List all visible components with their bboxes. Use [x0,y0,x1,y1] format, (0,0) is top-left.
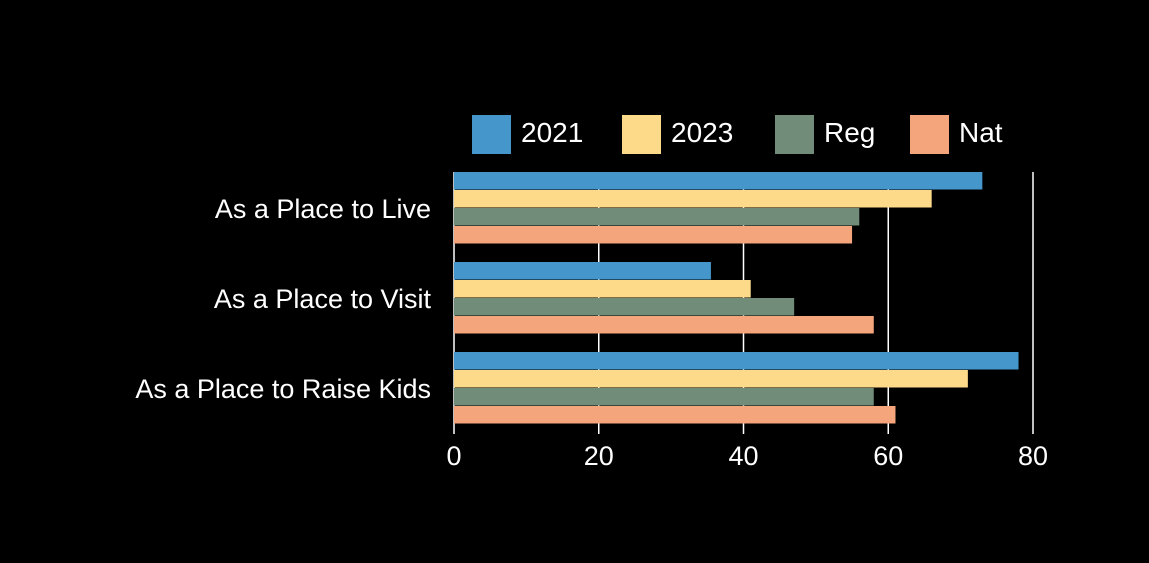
bar-Reg-1 [454,208,860,226]
legend-label: Nat [959,117,1003,148]
category-labels: As a Place to Live As a Place to Visit As … [135,194,431,404]
x-tick-label: 20 [584,441,614,471]
category-label: As a Place to Raise Kids [135,374,431,404]
bars [454,172,1019,424]
legend-swatch-2023 [622,115,661,154]
legend-swatch-Nat [910,115,949,154]
category-label: As a Place to Visit [214,284,432,314]
bar-Reg-2 [454,298,795,316]
legend-swatch-Reg [775,115,814,154]
bar-2021-1 [454,172,983,190]
bar-2023-3 [454,370,968,388]
legend-label: 2023 [671,117,733,148]
bar-Nat-2 [454,316,874,334]
legend: 2021 2023 Reg Nat [472,115,1003,154]
legend-swatch-2021 [472,115,511,154]
bar-2021-3 [454,352,1019,370]
x-tick-label: 40 [728,441,758,471]
x-tick-label: 0 [446,441,461,471]
bar-2023-1 [454,190,932,208]
bar-Reg-3 [454,388,874,406]
bar-Nat-1 [454,226,853,244]
bar-Nat-3 [454,406,896,424]
x-tick-label: 80 [1018,441,1048,471]
bar-2023-2 [454,280,751,298]
bar-2021-2 [454,262,711,280]
legend-label: 2021 [521,117,583,148]
category-label: As a Place to Live [215,194,431,224]
x-tick-label: 60 [873,441,903,471]
x-axis-ticks: 0 20 40 60 80 [446,441,1048,471]
legend-label: Reg [824,117,875,148]
